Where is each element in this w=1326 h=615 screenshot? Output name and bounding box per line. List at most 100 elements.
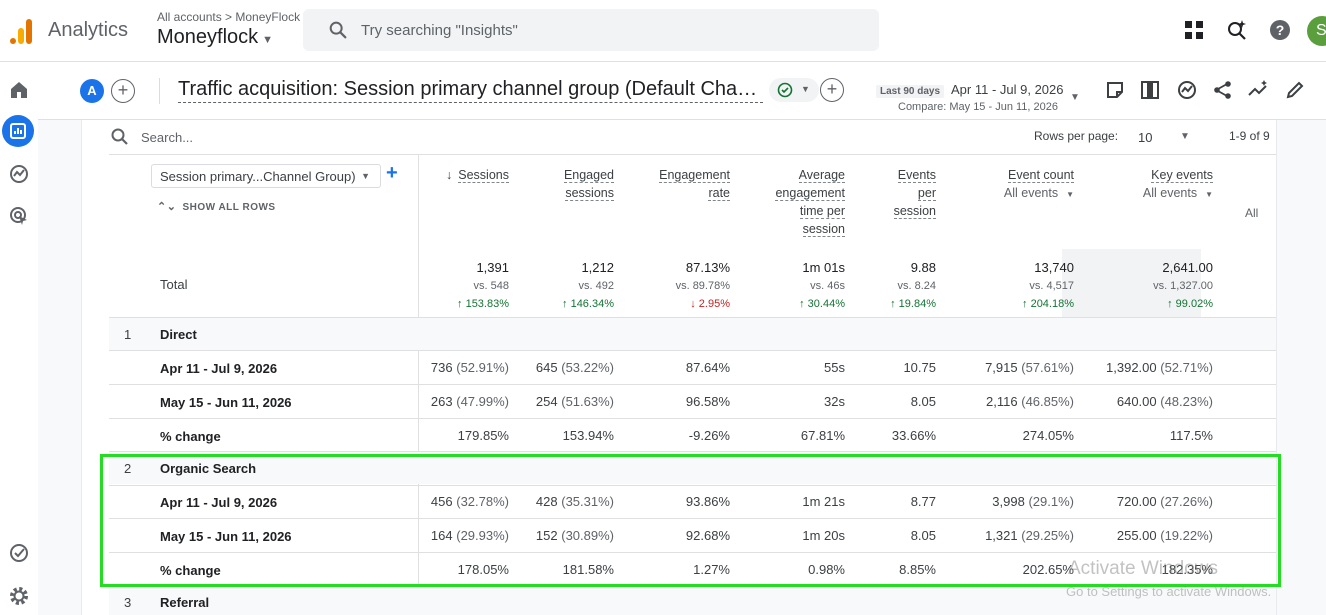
column-header-line: Engaged xyxy=(563,166,614,184)
total-compare: vs. 548 xyxy=(473,280,509,292)
column-header-line: rate xyxy=(659,184,730,202)
cell-value: 179.85% xyxy=(457,428,509,443)
cell-value: 8.77 xyxy=(910,494,936,509)
sort-descending-arrow-icon[interactable]: ↓ xyxy=(446,168,453,182)
group-row-shade xyxy=(109,452,1276,484)
cell-share: (19.22%) xyxy=(1160,528,1213,543)
column-header[interactable]: Average engagement time per session xyxy=(775,166,845,238)
table-row[interactable]: % change 179.85% 153.94% -9.26% 67.81% 33.66%… xyxy=(109,419,1276,452)
rows-per-page-select[interactable]: 10 xyxy=(1138,130,1153,145)
column-header-text: Events xyxy=(897,168,936,183)
search-insights-icon[interactable] xyxy=(1226,19,1248,41)
property-badge[interactable]: A xyxy=(80,79,104,103)
compare-columns-icon[interactable] xyxy=(1139,79,1161,101)
share-icon[interactable] xyxy=(1212,79,1234,101)
column-header-text: time per xyxy=(799,204,845,219)
check-circle-icon xyxy=(777,82,793,98)
group-row-shade xyxy=(109,318,1276,350)
table-row[interactable]: May 15 - Jun 11, 2026 164 (29.93%) 152 (30… xyxy=(109,519,1276,552)
table-row[interactable]: Apr 11 - Jul 9, 2026 456 (32.78%) 428 (35.… xyxy=(109,485,1276,518)
row-label: May 15 - Jun 11, 2026 xyxy=(160,395,292,410)
dimension-selector[interactable]: Session primary...Channel Group) ▼ xyxy=(151,164,381,188)
app-name[interactable]: Analytics xyxy=(48,19,129,41)
settings-gear-icon[interactable] xyxy=(8,585,30,607)
add-comparison-plus-icon[interactable]: + xyxy=(111,79,135,103)
column-header-text: Sessions xyxy=(458,168,509,183)
analytics-logo[interactable] xyxy=(8,18,34,44)
event-filter-label: All events xyxy=(1142,186,1198,200)
date-preset-label[interactable]: Last 90 days xyxy=(876,85,945,98)
caret-down-icon: ▼ xyxy=(801,84,810,94)
table-search-input[interactable]: Search... xyxy=(141,130,194,145)
global-search[interactable]: Try searching "Insights" xyxy=(303,9,879,51)
rows-caret-down-icon[interactable]: ▼ xyxy=(1180,131,1190,142)
table-row[interactable]: % change 178.05% 181.58% 1.27% 0.98% 8.85% 202… xyxy=(109,553,1276,586)
total-value: 9.88 xyxy=(910,260,936,275)
search-placeholder: Try searching "Insights" xyxy=(361,22,518,39)
column-header[interactable]: Engaged sessions xyxy=(563,166,614,202)
add-dimension-plus-icon[interactable]: + xyxy=(386,162,398,184)
row-divider xyxy=(109,485,1276,486)
table-cell: 8.77 xyxy=(911,494,936,509)
insights-chart-icon[interactable] xyxy=(1176,79,1198,101)
expand-collapse-icon: ⌃⌄ xyxy=(157,201,177,213)
event-filter-label: All events xyxy=(1003,186,1059,200)
cell-value: 164 xyxy=(430,528,453,543)
column-header[interactable]: Event count All events ▼ xyxy=(1004,166,1074,204)
table-cell: 456 (32.78%) xyxy=(431,494,509,509)
cell-share: (51.63%) xyxy=(561,394,614,409)
add-filter-plus-icon[interactable]: + xyxy=(820,78,844,102)
column-header-line: sessions xyxy=(564,184,614,202)
trend-sparkle-icon[interactable] xyxy=(1247,79,1269,101)
cell-value: 8.05 xyxy=(910,394,936,409)
table-cell: 640.00 (48.23%) xyxy=(1117,394,1213,409)
explore-icon[interactable] xyxy=(8,163,30,185)
table-cell: 0.98% xyxy=(808,562,845,577)
table-cell: 202.65% xyxy=(1023,562,1074,577)
cell-value: -9.26% xyxy=(688,428,730,443)
cell-value: 117.5% xyxy=(1169,428,1213,443)
insights-check-icon[interactable] xyxy=(8,542,30,564)
channel-name[interactable]: Direct xyxy=(160,327,197,342)
cell-value: 736 xyxy=(430,360,453,375)
home-icon[interactable] xyxy=(8,79,30,101)
channel-name[interactable]: Referral xyxy=(160,595,210,610)
table-cell: 255.00 (19.22%) xyxy=(1117,528,1213,543)
column-header-text: Average xyxy=(798,168,845,183)
advertising-icon[interactable] xyxy=(8,205,30,227)
table-cell: 67.81% xyxy=(801,428,845,443)
column-header-line: Key events xyxy=(1143,166,1213,184)
account-breadcrumb[interactable]: All accounts > MoneyFlock xyxy=(157,10,301,24)
date-range[interactable]: Apr 11 - Jul 9, 2026 xyxy=(951,82,1064,97)
column-header-text: session xyxy=(893,204,936,219)
apps-grid-icon[interactable] xyxy=(1183,19,1205,41)
column-header[interactable]: Key events All events ▼ xyxy=(1143,166,1213,204)
table-row[interactable]: May 15 - Jun 11, 2026 263 (47.99%) 254 (51… xyxy=(109,385,1276,418)
compare-range[interactable]: Compare: May 15 - Jun 11, 2026 xyxy=(898,101,1058,113)
report-title[interactable]: Traffic acquisition: Session primary cha… xyxy=(178,76,763,103)
column-header[interactable]: Engagement rate xyxy=(659,166,730,202)
event-filter-select[interactable]: All events ▼ xyxy=(1004,184,1074,204)
table-cell: 181.58% xyxy=(563,562,614,577)
notes-icon[interactable] xyxy=(1104,79,1126,101)
table-cell: 1m 20s xyxy=(802,528,845,543)
column-header-text: engagement xyxy=(775,186,845,201)
cell-share: (29.25%) xyxy=(1021,528,1074,543)
row-divider xyxy=(109,350,1276,351)
show-all-rows-button[interactable]: ⌃⌄ SHOW ALL ROWS xyxy=(157,200,276,213)
event-filter-select[interactable]: All events ▼ xyxy=(1143,184,1213,204)
cell-value: 182.35% xyxy=(1161,562,1213,577)
edit-pencil-icon[interactable] xyxy=(1284,79,1306,101)
user-avatar[interactable]: S xyxy=(1307,16,1326,46)
total-cell: 1,391 vs. 548 ↑ 153.83% xyxy=(457,259,509,313)
help-icon[interactable]: ? xyxy=(1269,19,1291,41)
report-status-pill[interactable]: ▼ xyxy=(769,78,819,102)
column-header[interactable]: Events per session xyxy=(893,166,936,220)
channel-name[interactable]: Organic Search xyxy=(160,461,257,476)
cell-value: 2,116 xyxy=(986,394,1018,409)
date-caret-down-icon[interactable]: ▼ xyxy=(1070,92,1080,103)
column-header-line: session xyxy=(775,220,845,238)
account-selector[interactable]: Moneyflock ▼ xyxy=(157,26,273,49)
table-row[interactable]: Apr 11 - Jul 9, 2026 736 (52.91%) 645 (53.… xyxy=(109,351,1276,384)
column-header[interactable]: ↓ Sessions xyxy=(446,166,509,184)
